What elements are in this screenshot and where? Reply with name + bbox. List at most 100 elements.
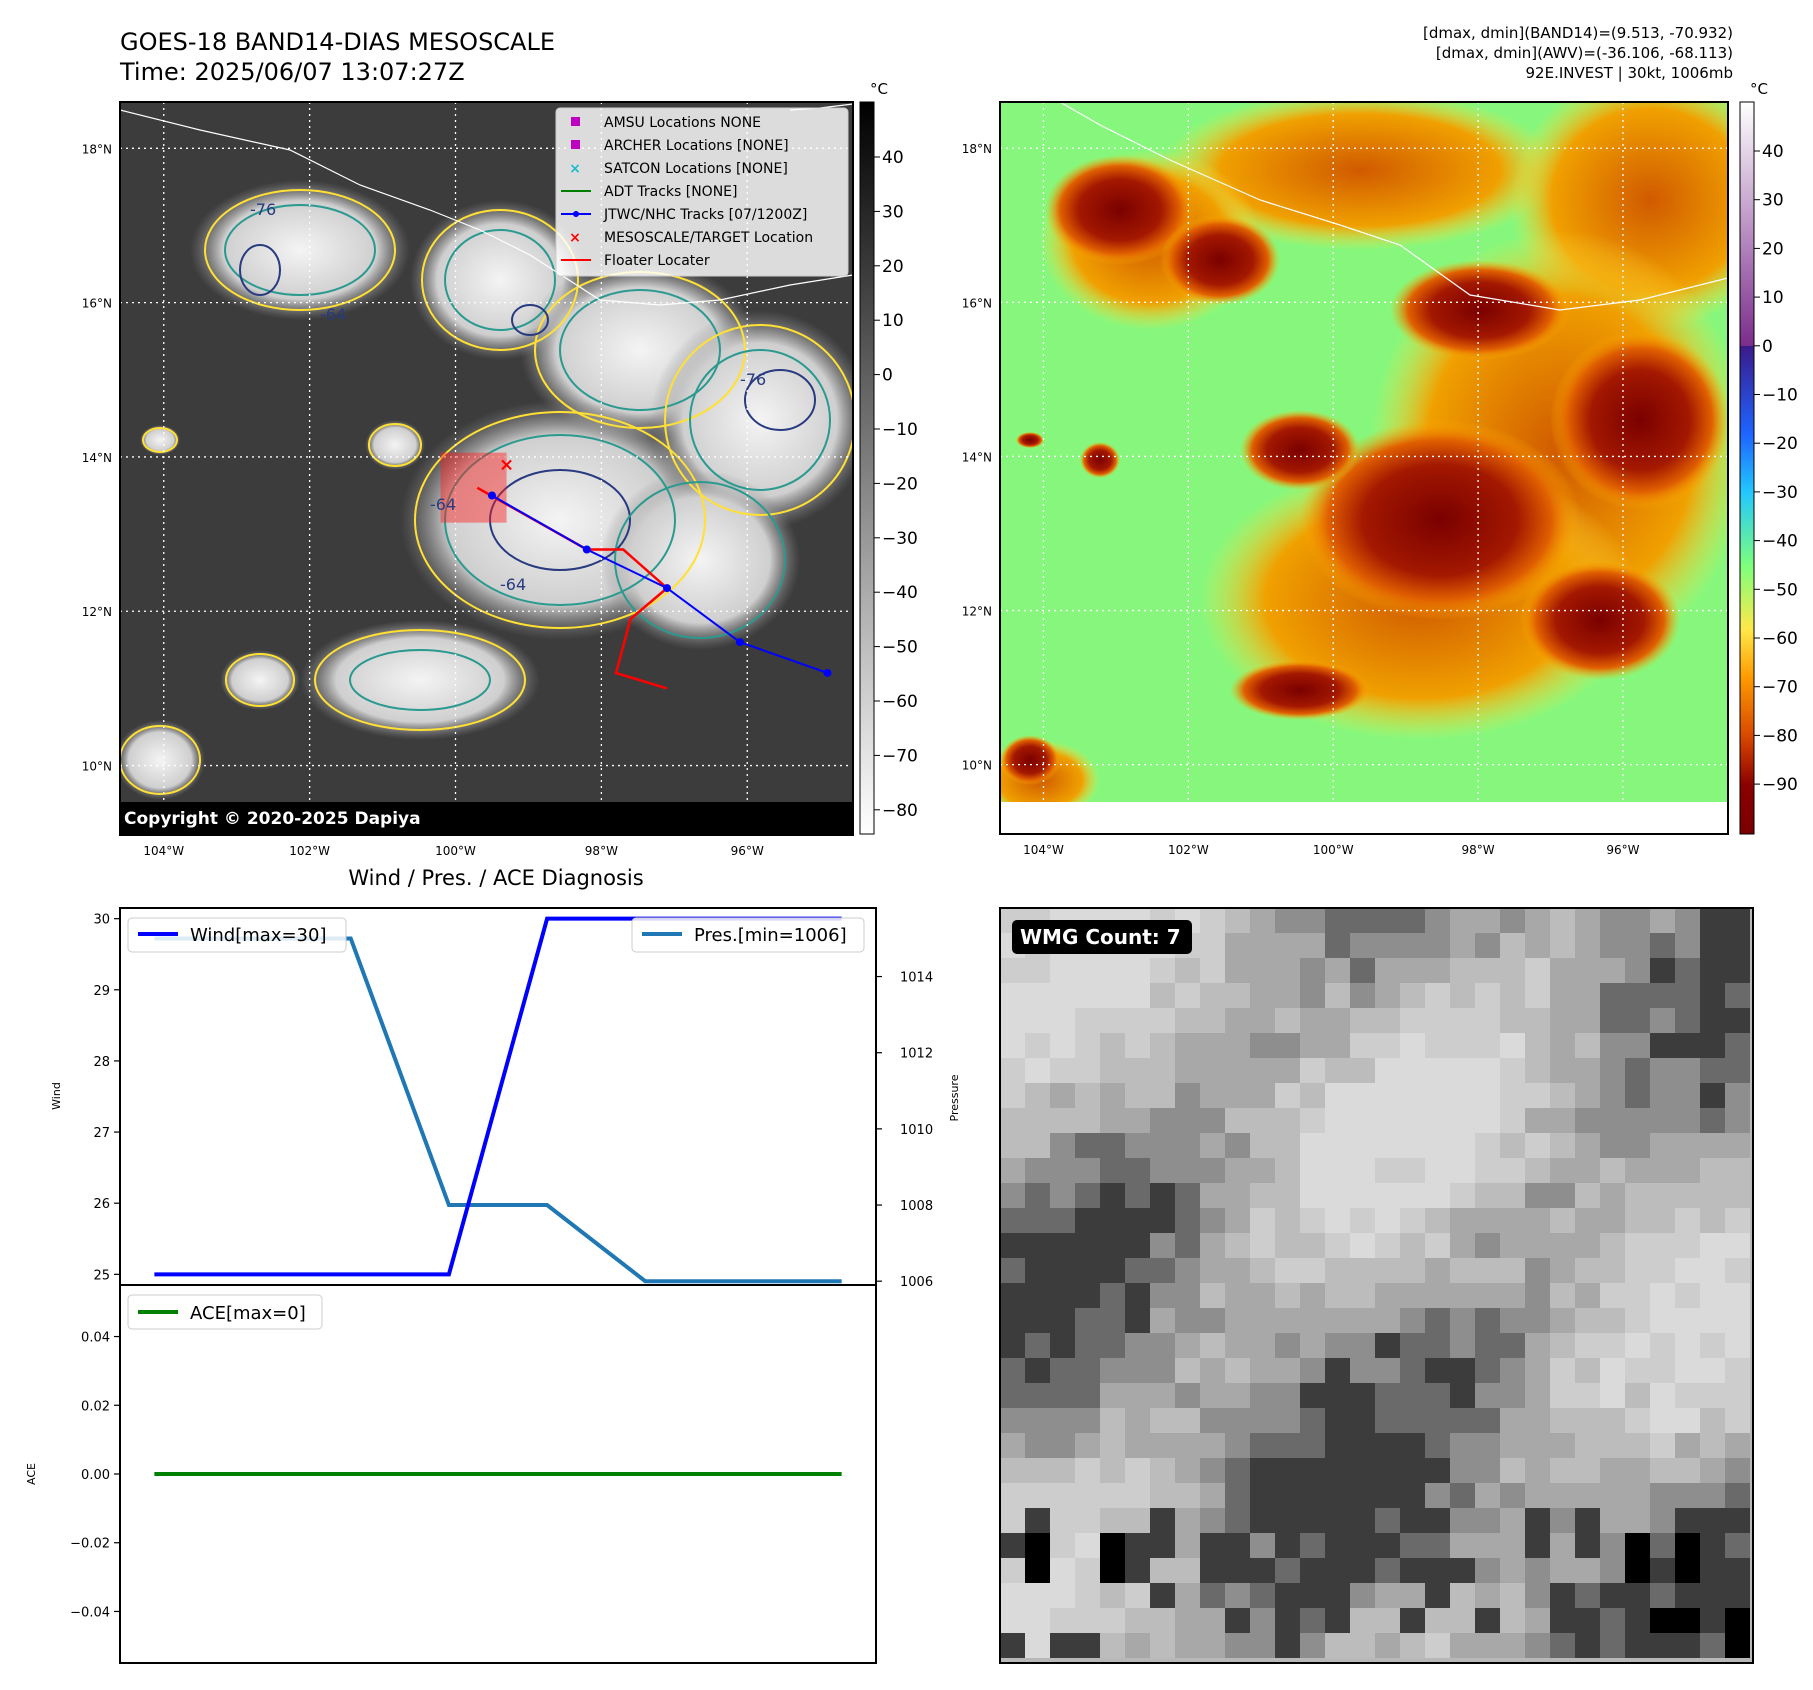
wmg-cell [1725,1233,1750,1258]
wmg-cell [1500,1233,1525,1258]
wmg-cell [1100,958,1125,983]
wmg-cell [1525,958,1550,983]
wmg-cell [1275,1383,1300,1408]
wmg-cell [1350,1458,1375,1483]
wmg-cell [1675,1608,1700,1633]
wmg-cell [1425,1283,1450,1308]
wmg-cell [1500,1608,1525,1633]
wmg-cell [1400,1608,1425,1633]
wmg-cell [1350,1058,1375,1083]
wmg-cell [1525,1133,1550,1158]
wmg-cell [1200,1583,1225,1608]
wmg-cell [1500,1383,1525,1408]
wmg-cell [1675,1433,1700,1458]
wmg-cell [1050,1158,1075,1183]
wmg-cell [1350,908,1375,933]
wmg-cell [1350,1308,1375,1333]
wmg-cell [1375,1358,1400,1383]
wmg-cell [1400,1008,1425,1033]
wmg-cell [1300,1608,1325,1633]
wmg-cell [1375,1233,1400,1258]
wmg-cell [1400,1533,1425,1558]
wmg-cell [1275,1583,1300,1608]
wmg-cell [1150,983,1175,1008]
wmg-cell [1050,1283,1075,1308]
wmg-cell [1175,1408,1200,1433]
wmg-cell [1275,1608,1300,1633]
wmg-cell [1025,1183,1050,1208]
wmg-cell [1125,1233,1150,1258]
wmg-cell [1025,1358,1050,1383]
wmg-cell [1575,1558,1600,1583]
wmg-cell [1375,1083,1400,1108]
wmg-cell [1150,1633,1175,1658]
wmg-cell [1100,1083,1125,1108]
wmg-cell [1625,1283,1650,1308]
wmg-cell [1250,1258,1275,1283]
wmg-cell [1700,1258,1725,1283]
wmg-cell [1475,1008,1500,1033]
wmg-cell [1050,1433,1075,1458]
wmg-cell [1025,1208,1050,1233]
wmg-cell [1250,1383,1275,1408]
wmg-cell [1375,1108,1400,1133]
awv-colorbar-ticks: 40 30 20 10 0 −10 −20 −30 −40 −50 −60 −70 −80 −90 [1754,142,1798,795]
wmg-cell [1625,1583,1650,1608]
wmg-cell [1325,958,1350,983]
wmg-cell [1300,1158,1325,1183]
wmg-cell [1300,1283,1325,1308]
wmg-cell [1250,1308,1275,1333]
wmg-cell [1375,1258,1400,1283]
wmg-cell [1650,1558,1675,1583]
wmg-cell [1275,1408,1300,1433]
wmg-cell [1025,1308,1050,1333]
wmg-cell [1725,1483,1750,1508]
wmg-cell [1100,1633,1125,1658]
wmg-cell [1075,1033,1100,1058]
wmg-cell [1450,1133,1475,1158]
wmg-cell [1650,1358,1675,1383]
ir-legend-item: × MESOSCALE/TARGET Location [569,230,813,246]
wmg-cell [1600,1133,1625,1158]
wmg-cell [1475,1558,1500,1583]
wmg-cell [1700,1358,1725,1383]
wmg-cell [1650,1158,1675,1183]
wmg-cell [1100,1133,1125,1158]
wmg-cell [1600,1258,1625,1283]
wmg-cell [1125,1433,1150,1458]
wind-tick-label: 29 [93,984,110,999]
wmg-cell [1600,933,1625,958]
wmg-cell [1350,1258,1375,1283]
contour-label: -76 [250,200,276,219]
wmg-cell [1325,1408,1350,1433]
wmg-cell [1600,1008,1625,1033]
wmg-cell [1375,1508,1400,1533]
wmg-cell [1025,1233,1050,1258]
wind-legend-label: Wind[max=30] [190,925,327,946]
wmg-cell [1000,958,1025,983]
wmg-cell [1150,1283,1175,1308]
awv-lon-label: 102°W [1168,843,1209,857]
wmg-cell [1025,1483,1050,1508]
wmg-cell [1100,1108,1125,1133]
wmg-cell [1050,1558,1075,1583]
wmg-cell [1150,1208,1175,1233]
wmg-cell [1500,1333,1525,1358]
wmg-cell [1700,958,1725,983]
ir-colorbar-tick-label: 30 [882,202,904,222]
wmg-cell [1050,1508,1075,1533]
wmg-cell [1325,1258,1350,1283]
wmg-cell [1225,1433,1250,1458]
wmg-cell [1550,1108,1575,1133]
wmg-cell [1275,1533,1300,1558]
wmg-cell [1025,1408,1050,1433]
wmg-cell [1650,1533,1675,1558]
wmg-cell [1200,1533,1225,1558]
wmg-cell [1575,1033,1600,1058]
wmg-cell [1175,1083,1200,1108]
wmg-cell [1375,1333,1400,1358]
wmg-cell [1425,933,1450,958]
wmg-cell [1450,1608,1475,1633]
wmg-cell [1300,1333,1325,1358]
